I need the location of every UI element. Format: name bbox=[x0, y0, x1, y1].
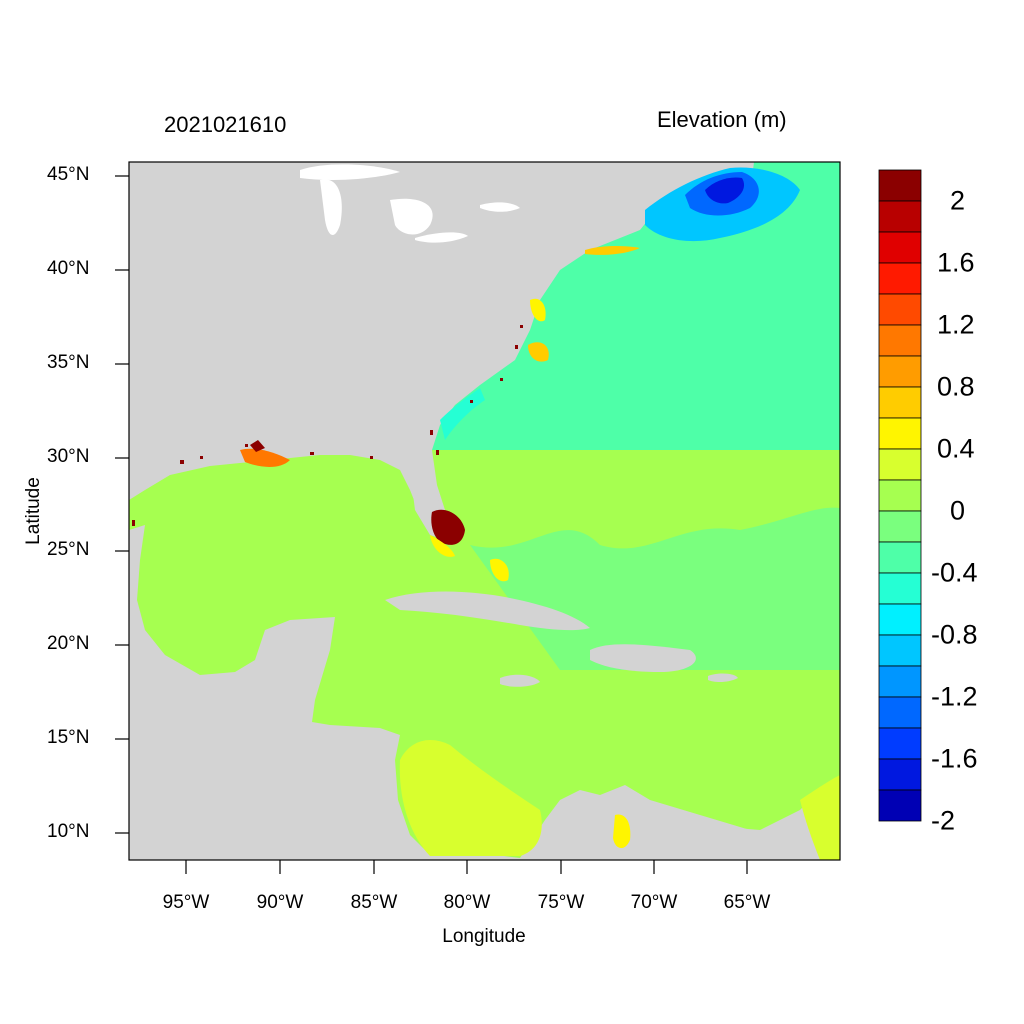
colorbar-swatch bbox=[878, 758, 922, 791]
y-tick-label: 35°N bbox=[47, 352, 90, 373]
x-tick-label: 70°W bbox=[630, 892, 678, 913]
plot-frame bbox=[128, 161, 841, 861]
colorbar-swatch bbox=[878, 386, 922, 419]
y-tick-label: 20°N bbox=[47, 633, 90, 654]
bahamas-shoal-surge bbox=[490, 558, 509, 582]
florida-surge bbox=[431, 509, 465, 545]
lake-ontario bbox=[480, 202, 520, 212]
colorbar-swatch bbox=[878, 417, 922, 450]
y-tick-label: 40°N bbox=[47, 258, 90, 279]
georgia-coastal-anomaly bbox=[440, 388, 485, 440]
colorbar-swatch bbox=[878, 479, 922, 512]
eastern-caribbean-anomaly bbox=[800, 775, 840, 860]
colorbar-label: 2 bbox=[950, 185, 966, 216]
colorbar-swatch bbox=[878, 200, 922, 233]
gulf-coast-surge-speckles bbox=[132, 325, 523, 526]
louisiana-surge-core bbox=[250, 440, 265, 452]
y-tick-label: 10°N bbox=[47, 821, 90, 842]
lake-huron bbox=[390, 198, 433, 235]
colorbar-swatch bbox=[878, 355, 922, 388]
variable-title: Elevation (m) bbox=[657, 107, 787, 132]
colorbar-swatch bbox=[878, 634, 922, 667]
colorbar-label: 0.8 bbox=[937, 371, 975, 402]
colorbar-swatch bbox=[878, 262, 922, 295]
axis-tick-marks bbox=[115, 175, 748, 874]
lake-michigan bbox=[320, 179, 342, 236]
y-axis-label: Latitude bbox=[23, 477, 44, 545]
y-tick-label: 25°N bbox=[47, 539, 90, 560]
southwest-caribbean-anomaly bbox=[399, 740, 542, 856]
colorbar-swatch bbox=[878, 169, 922, 202]
colorbar-label: -1.6 bbox=[931, 743, 978, 774]
x-tick-label: 75°W bbox=[537, 892, 585, 913]
x-tick-label: 95°W bbox=[162, 892, 210, 913]
hispaniola-island bbox=[590, 644, 696, 672]
y-tick-label: 45°N bbox=[47, 164, 90, 185]
long-island-sound-surge bbox=[585, 245, 640, 255]
colorbar-label: -0.8 bbox=[931, 619, 978, 650]
colorbar-swatch bbox=[878, 603, 922, 636]
florida-bay-surge bbox=[430, 535, 455, 557]
central-america-land bbox=[129, 525, 840, 860]
colorbar-swatch bbox=[878, 510, 922, 543]
colorbar-swatch bbox=[878, 572, 922, 605]
x-tick-label: 65°W bbox=[723, 892, 771, 913]
x-axis-label: Longitude bbox=[442, 926, 526, 947]
timestamp-title: 2021021610 bbox=[164, 112, 287, 137]
colorbar-label: 1.2 bbox=[937, 309, 975, 340]
colorbar-swatch bbox=[878, 665, 922, 698]
north-america-land bbox=[129, 162, 754, 530]
y-tick-label: 30°N bbox=[47, 446, 90, 467]
delaware-bay-surge bbox=[530, 298, 546, 322]
colorbar-swatch bbox=[878, 324, 922, 357]
map-plot-area bbox=[129, 162, 840, 860]
gulf-of-maine-anomaly-core bbox=[705, 177, 745, 204]
colorbar-swatch bbox=[878, 789, 922, 822]
colorbar-swatch bbox=[878, 293, 922, 326]
lake-superior bbox=[300, 164, 400, 180]
jamaica-island bbox=[500, 674, 540, 687]
colorbar-swatch bbox=[878, 696, 922, 729]
louisiana-surge bbox=[240, 448, 290, 467]
x-tick-label: 80°W bbox=[443, 892, 491, 913]
colorbar-label: 0 bbox=[950, 495, 966, 526]
colorbar-swatch bbox=[878, 541, 922, 574]
x-tick-label: 85°W bbox=[350, 892, 398, 913]
puerto-rico-island bbox=[708, 673, 738, 683]
colorbar-swatch bbox=[878, 231, 922, 264]
cuba-island bbox=[385, 591, 590, 631]
colorbar-label: -0.4 bbox=[931, 557, 978, 588]
lake-erie bbox=[415, 232, 468, 243]
colorbar-label: 0.4 bbox=[937, 433, 975, 464]
colorbar-swatch bbox=[878, 448, 922, 481]
colorbar-swatch bbox=[878, 727, 922, 760]
colorbar-label: 1.6 bbox=[937, 247, 975, 278]
lake-maracaibo-surge bbox=[613, 814, 631, 849]
y-tick-label: 15°N bbox=[47, 727, 90, 748]
colorbar-label: -1.2 bbox=[931, 681, 978, 712]
colorbar-label: -2 bbox=[931, 805, 956, 836]
colorbar bbox=[878, 169, 922, 822]
pamlico-sound-surge bbox=[528, 342, 549, 362]
x-tick-label: 90°W bbox=[256, 892, 304, 913]
